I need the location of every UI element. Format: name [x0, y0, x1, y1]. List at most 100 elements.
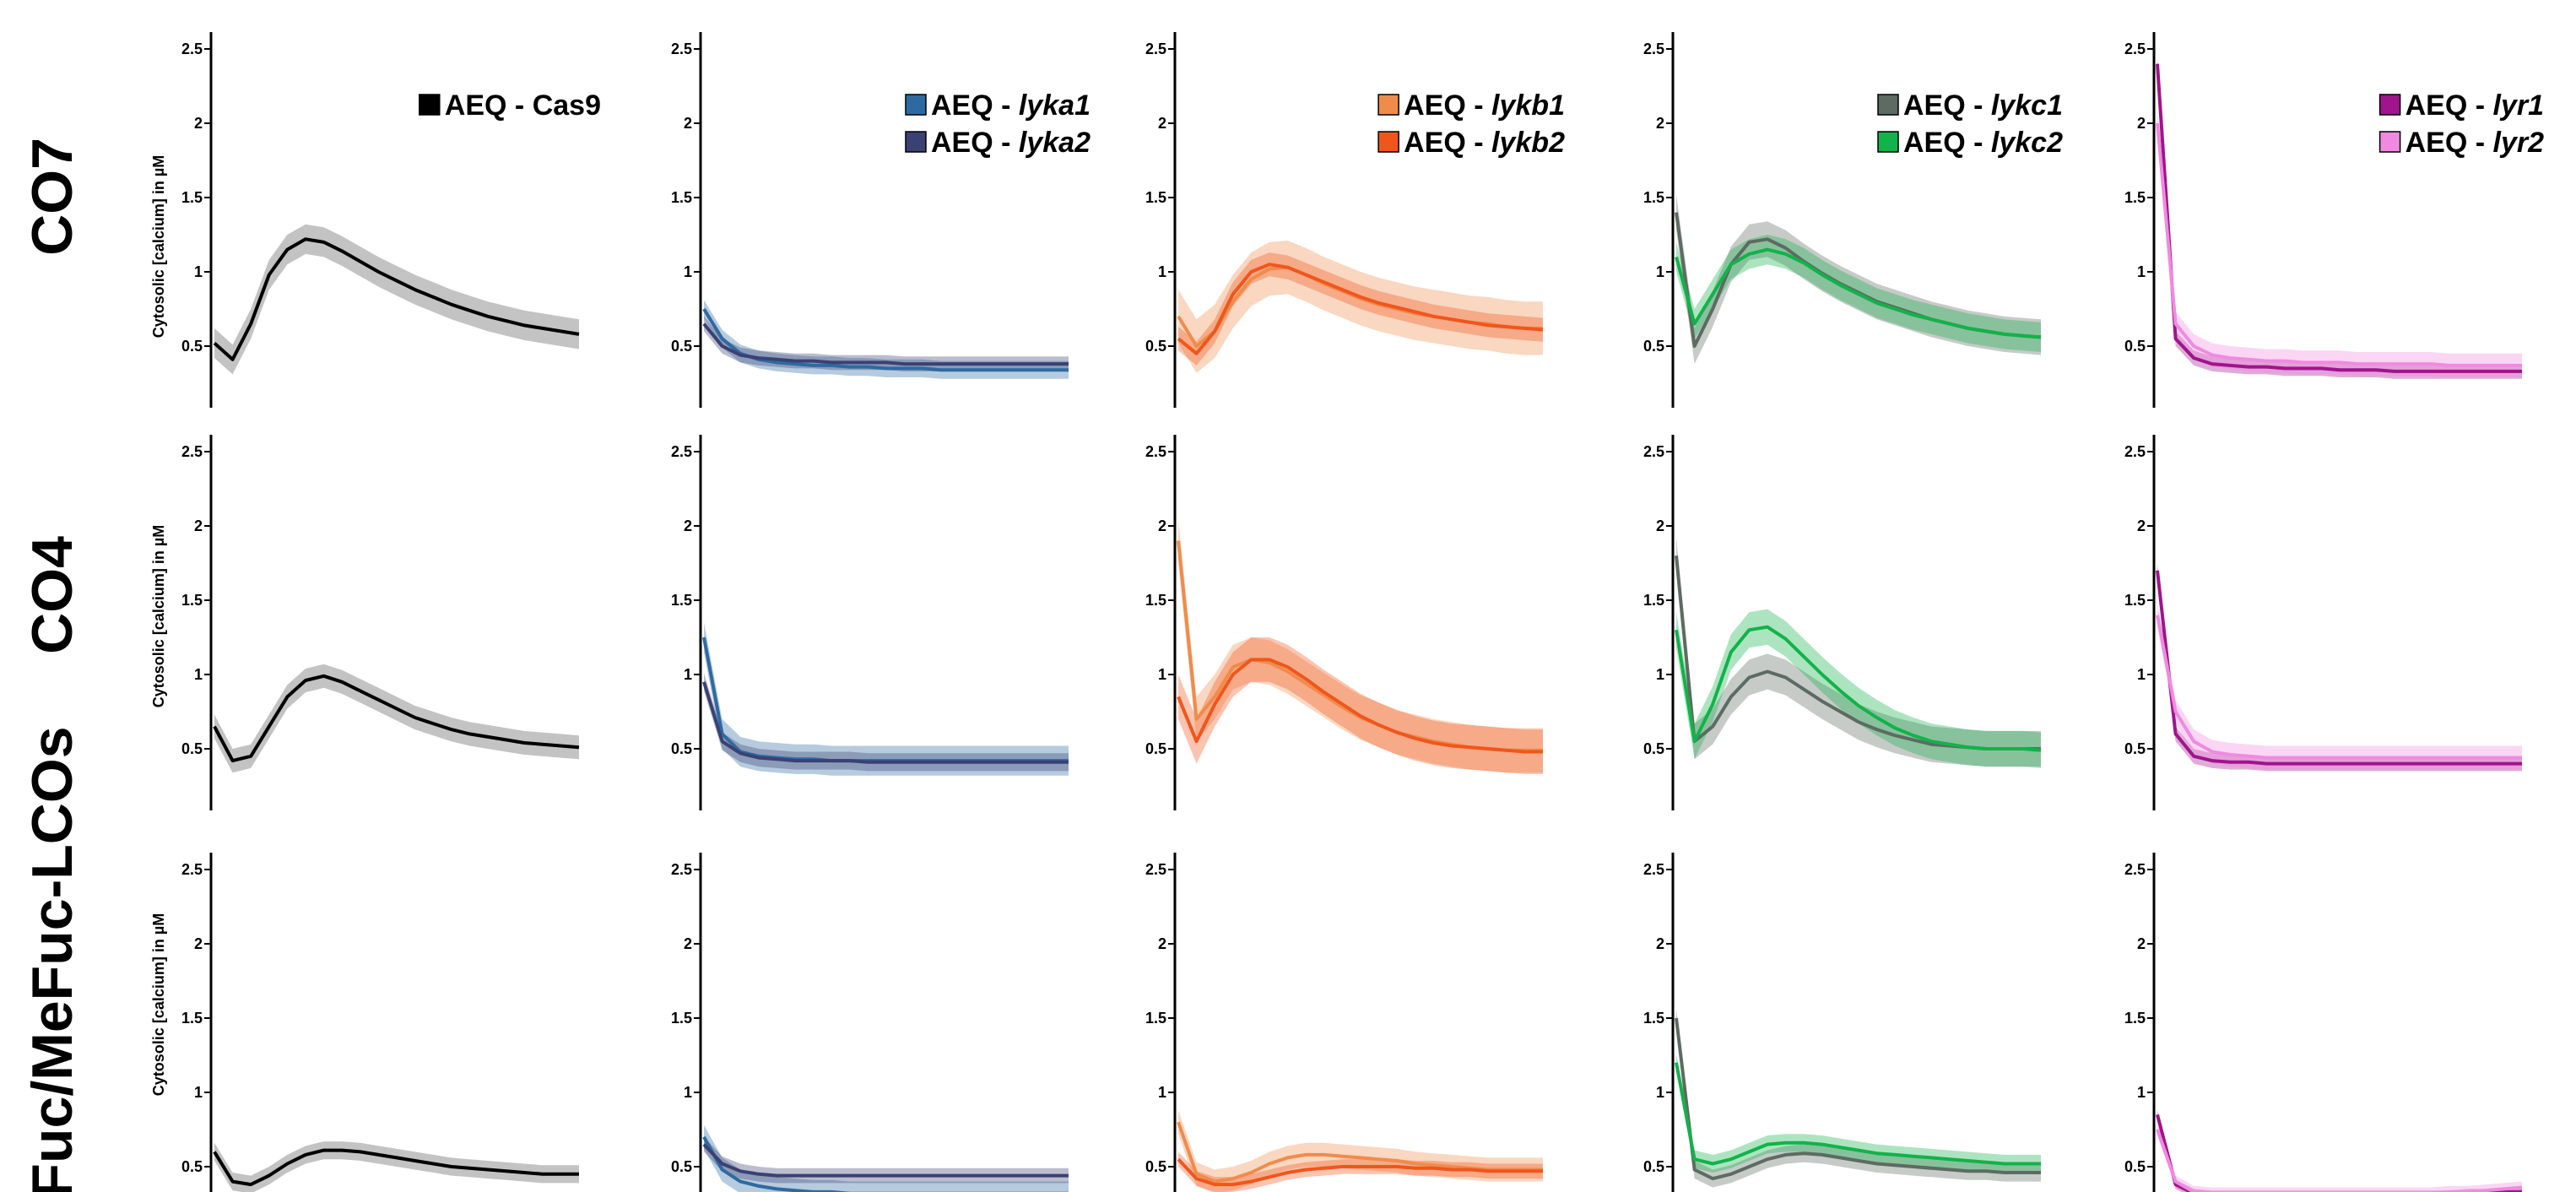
series-band: [1676, 609, 2041, 768]
y-tick-label: 1: [684, 666, 692, 683]
y-tick-label: 1: [2137, 666, 2146, 683]
panel-r1-c3: 0.5 1 1.5 2 2.5: [1145, 32, 1544, 408]
y-tick-label: 1: [194, 263, 203, 280]
y-tick-label: 1.5: [671, 1010, 692, 1027]
y-tick-label: 0.5: [1643, 1158, 1664, 1175]
y-tick-label: 1.5: [2124, 1010, 2146, 1027]
panel-r3-c3: 0.5 1 1.5 2 2.5: [1145, 853, 1543, 1192]
y-tick-label: 2: [684, 517, 692, 534]
y-tick-label: 1: [1158, 263, 1166, 280]
legend-col-4: AEQ - lykc1 AEQ - lykc2: [1877, 89, 2063, 159]
legend-col-3: AEQ - lykb1 AEQ - lykb2: [1377, 89, 1565, 159]
y-tick-label: 1.5: [181, 1010, 203, 1027]
series-band: [214, 664, 579, 773]
legend-label: AEQ - lyka1: [931, 89, 1090, 122]
series-band: [704, 1124, 1069, 1192]
y-axis-label-row-2: Cytosolic [calcium] in µM: [150, 525, 167, 707]
y-axis-label-row-3: Cytosolic [calcium] in µM: [150, 913, 167, 1096]
y-tick-label: 0.5: [181, 1158, 203, 1175]
y-tick-label: 2: [1158, 935, 1166, 952]
series-band: [1178, 1110, 1543, 1192]
y-tick-label: 1: [1158, 1084, 1166, 1101]
y-tick-label: 1.5: [1643, 592, 1664, 609]
y-tick-label: 0.5: [2124, 338, 2146, 355]
y-tick-label: 1: [194, 666, 203, 683]
series-line: [1675, 1062, 2041, 1166]
y-tick-label: 1.5: [1643, 189, 1664, 206]
y-tick-label: 2: [194, 935, 203, 952]
series-line: [2156, 615, 2522, 760]
y-tick-label: 2: [194, 115, 203, 132]
panel-r2-c1: 0.5 1 1.5 2 2.5: [181, 435, 580, 810]
y-tick-label: 1.5: [1145, 1010, 1166, 1027]
y-tick-label: 1.5: [1145, 592, 1166, 609]
plot-area: [1675, 1009, 2041, 1188]
legend-swatch: [1877, 131, 1899, 153]
y-tick-label: 1: [1158, 666, 1166, 683]
y-tick-label: 0.5: [1643, 740, 1664, 757]
y-tick-label: 2.5: [1643, 41, 1664, 57]
series-band: [1676, 1009, 2041, 1188]
y-tick-label: 2: [2137, 115, 2146, 132]
panels: 0.5 1 1.5 2 2.5 0.5 1 1.5 2 2.5 0.5 1 1.5 2 2.5 0.5 1 1.5…: [181, 32, 2523, 1192]
y-tick-label: 1.5: [2124, 189, 2146, 206]
legend-col-5: AEQ - lyr1 AEQ - lyr2: [2378, 89, 2544, 159]
plot-area: [213, 664, 580, 773]
series-line: [702, 322, 1069, 366]
plot-area: [1675, 194, 2042, 365]
y-tick-label: 0.5: [181, 740, 203, 757]
series-band: [2157, 1110, 2522, 1192]
series-line: [1675, 1017, 2041, 1181]
y-tick-label: 2.5: [181, 41, 203, 57]
series-band: [214, 224, 579, 375]
series-band: [2157, 603, 2522, 770]
plot-area: [1177, 241, 1544, 373]
row-labels: CO7 CO4 Fuc/MeFuc-LCOs: [20, 138, 84, 1192]
row-label-co7: CO7: [20, 138, 84, 256]
legend-swatch: [1377, 131, 1399, 153]
plot-area: [1177, 518, 1543, 774]
y-tick-label: 0.5: [671, 1158, 692, 1175]
y-tick-label: 2.5: [671, 443, 692, 460]
y-tick-label: 2: [194, 517, 203, 534]
y-tick-label: 2: [1656, 115, 1664, 132]
y-tick-label: 2.5: [181, 443, 203, 460]
series-band: [1178, 252, 1543, 366]
y-tick-label: 1: [684, 1084, 692, 1101]
series-band: [1178, 1151, 1543, 1192]
y-tick-label: 2: [1656, 517, 1664, 534]
series-line: [2156, 63, 2522, 373]
series-band: [2157, 563, 2522, 772]
series-line: [213, 237, 580, 361]
y-tick-label: 2: [2137, 517, 2146, 534]
panel-r3-c1: 0.5 1 1.5 2 2.5: [181, 853, 579, 1192]
legend-label: AEQ - lyr1: [2406, 89, 2544, 122]
panel-r1-c5: 0.5 1 1.5 2 2.5: [2124, 32, 2522, 408]
plot-area: [2156, 56, 2522, 379]
y-tick-label: 1: [194, 1084, 203, 1101]
series-line: [702, 1135, 1069, 1192]
plot-area: [1177, 1110, 1543, 1192]
y-tick-label: 0.5: [671, 338, 692, 355]
y-tick-label: 2: [1656, 935, 1664, 952]
legend-col-2: AEQ - lyka1 AEQ - lyka2: [905, 89, 1090, 159]
plot-area: [1675, 538, 2042, 768]
y-tick-label: 2.5: [1643, 443, 1664, 460]
y-tick-label: 0.5: [671, 740, 692, 757]
series-line: [213, 1148, 579, 1187]
y-tick-label: 0.5: [181, 338, 203, 355]
series-band: [214, 1141, 579, 1192]
y-tick-label: 0.5: [1145, 338, 1166, 355]
plot-area: [2156, 1110, 2523, 1192]
y-tick-label: 1: [684, 263, 692, 280]
y-tick-label: 1.5: [2124, 592, 2146, 609]
plot-area: [702, 1124, 1069, 1192]
y-tick-label: 2: [1158, 115, 1166, 132]
series-line: [1675, 625, 2042, 752]
plot-area: [702, 300, 1069, 379]
series-band: [1676, 1054, 2041, 1173]
y-tick-label: 0.5: [2124, 740, 2146, 757]
y-tick-label: 1: [2137, 263, 2146, 280]
